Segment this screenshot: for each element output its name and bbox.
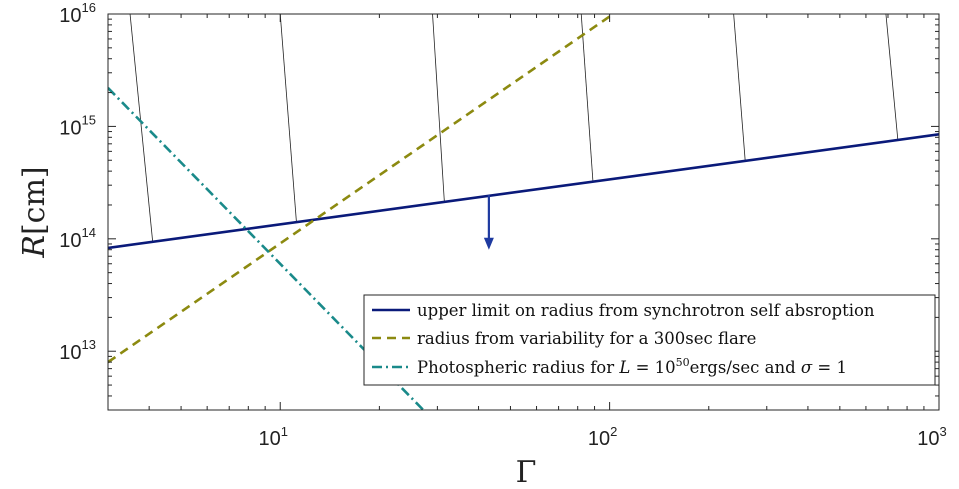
legend-entry-photospheric: Photospheric radius for L = 1050ergs/sec… (417, 356, 847, 377)
hatch-line-3 (580, 14, 594, 182)
legend-entry-photospheric-a: Photospheric radius for (417, 358, 619, 377)
hatch-line-4 (733, 14, 746, 161)
y-axis-label-r: R (17, 235, 52, 259)
x-tick-label-base: 10 (588, 428, 610, 450)
hatch-line-0 (129, 14, 154, 242)
x-tick-label-exp: 3 (940, 424, 947, 439)
hatch-layer (129, 14, 899, 242)
legend-entry-photospheric-exp: 50 (676, 356, 690, 369)
y-tick-label-15: 1015 (59, 112, 96, 139)
x-tick-label-3: 103 (917, 424, 946, 450)
legend-entry-variability: radius from variability for a 300sec fla… (417, 329, 756, 348)
limit-arrow-head (483, 237, 494, 250)
y-tick-label-base: 10 (59, 230, 81, 252)
legend-entry-photospheric-b: ergs/sec and (690, 358, 801, 377)
tick-layer (107, 13, 940, 411)
plot-frame (107, 13, 940, 411)
arrow-layer (483, 195, 494, 250)
legend-box (363, 294, 936, 386)
y-tick-label-exp: 16 (82, 0, 96, 15)
series-variability-line (108, 15, 611, 364)
x-tick-label-1: 101 (258, 424, 287, 450)
hatch-line-5 (885, 14, 899, 141)
legend-entry-photospheric-eq: = 10 (630, 358, 675, 377)
legend-entry-photospheric-sigma: σ (801, 358, 813, 377)
y-tick-label-base: 10 (59, 5, 81, 27)
y-tick-label-base: 10 (59, 117, 81, 139)
hatch-line-2 (432, 14, 445, 202)
x-tick-label-base: 10 (917, 428, 939, 450)
legend-entry-photospheric-l: L (618, 358, 630, 377)
x-tick-label-exp: 1 (281, 424, 288, 439)
series-photospheric-line (108, 87, 426, 410)
series-layer (108, 15, 939, 410)
y-axis-label-unit: [cm] (17, 166, 52, 235)
y-tick-label-16: 1016 (59, 0, 96, 27)
legend-entry-photospheric-c: = 1 (812, 358, 847, 377)
x-tick-label-2: 102 (588, 424, 617, 450)
x-axis-label: Γ (516, 455, 537, 489)
x-tick-label-base: 10 (258, 428, 280, 450)
y-tick-label-base: 10 (59, 342, 81, 364)
y-tick-label-exp: 13 (82, 337, 96, 352)
y-tick-label-exp: 14 (82, 225, 96, 240)
y-tick-label-13: 1013 (59, 337, 96, 364)
y-tick-label-exp: 15 (82, 112, 96, 127)
x-tick-label-exp: 2 (610, 424, 617, 439)
legend-entry-synchrotron: upper limit on radius from synchrotron s… (417, 301, 875, 320)
y-tick-label-14: 1014 (59, 225, 96, 252)
series-synchrotron-line (108, 133, 939, 250)
y-axis-label: R[cm] (17, 166, 52, 258)
hatch-line-1 (279, 14, 297, 223)
legend: upper limit on radius from synchrotron s… (363, 294, 936, 386)
